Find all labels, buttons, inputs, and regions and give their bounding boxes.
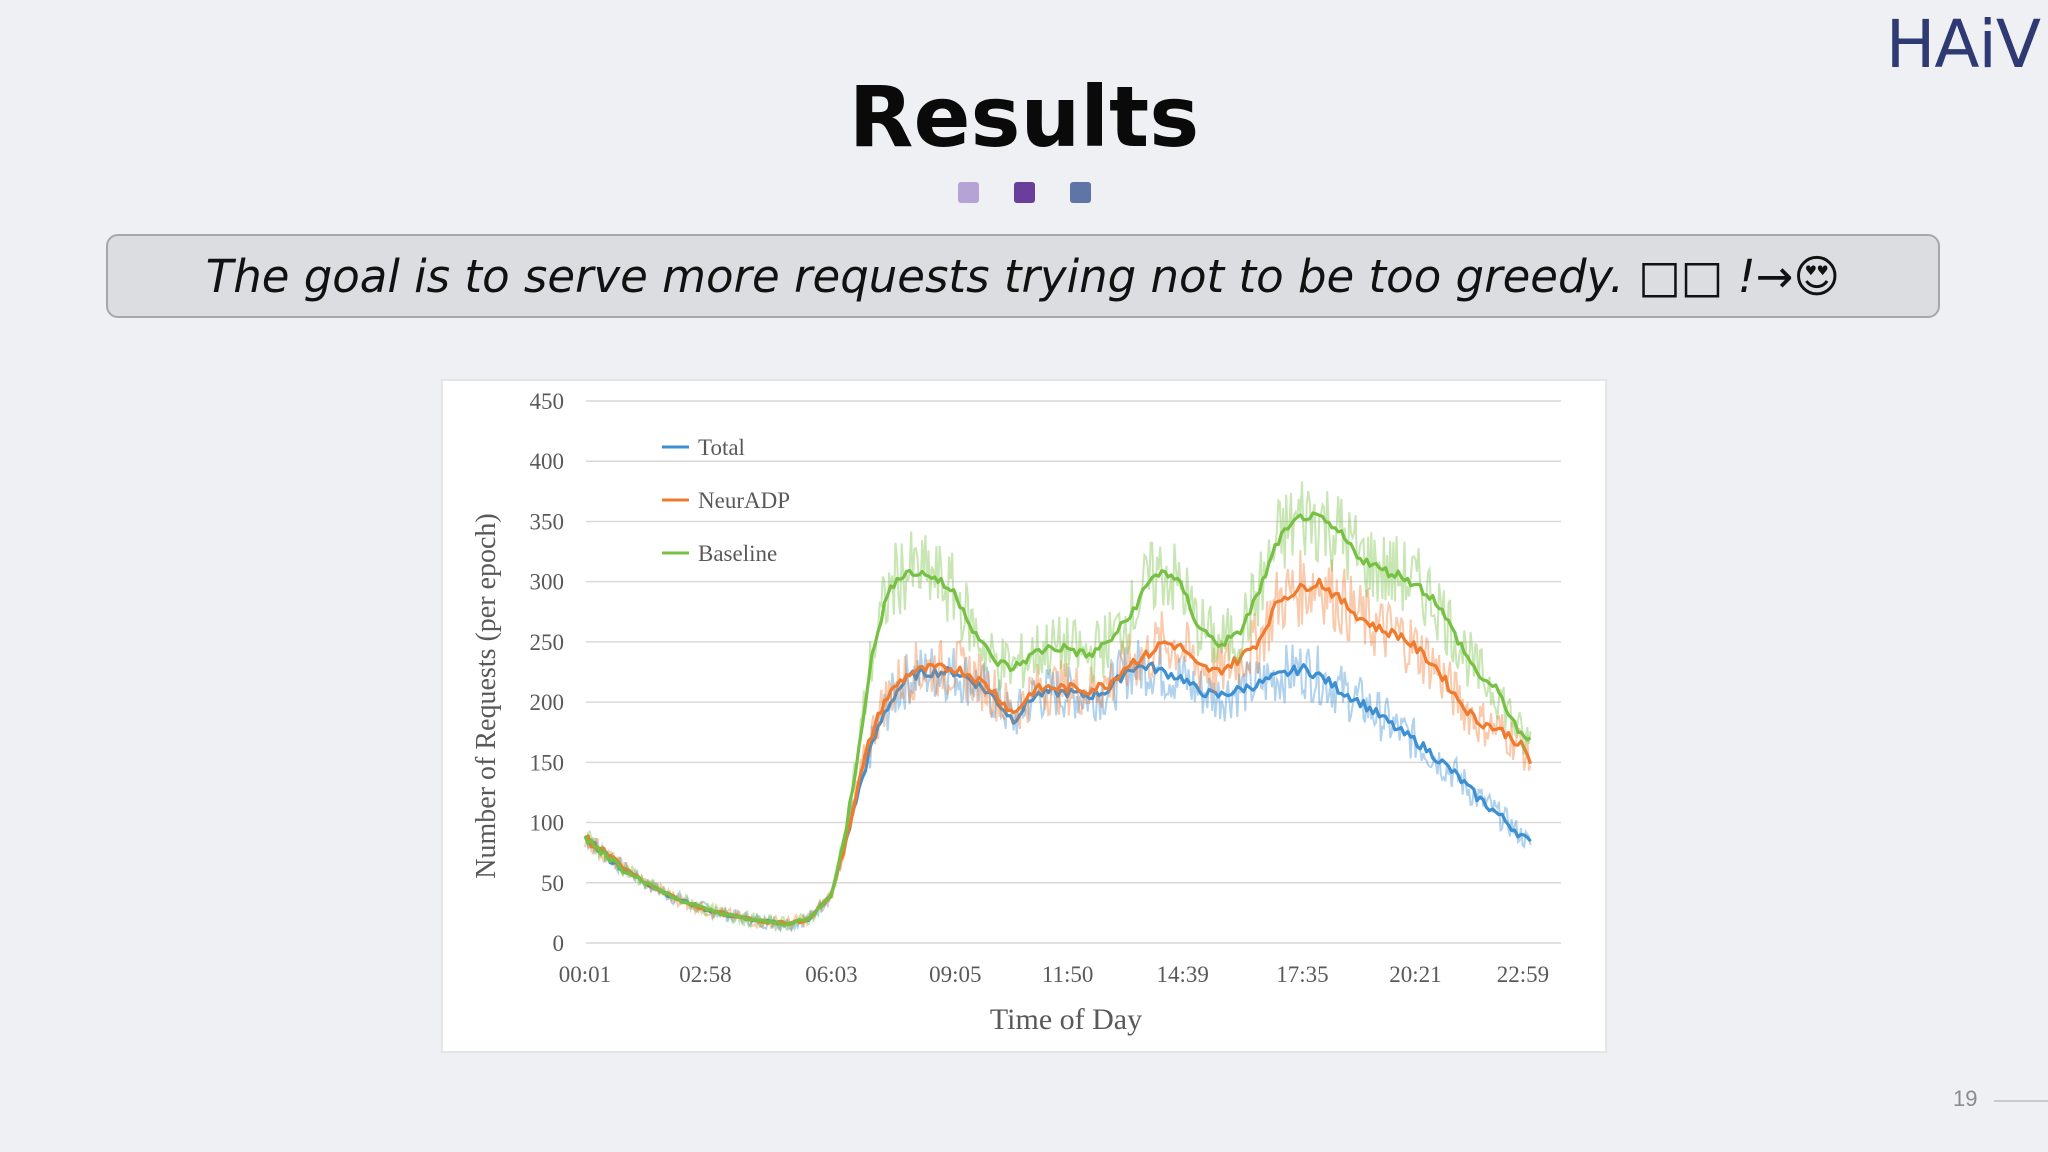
- requests-chart: 0 50 100 150 200 250 300 350 400 450 00:01 02:58 06:…: [443, 381, 1605, 1051]
- y-tick-label: 250: [530, 630, 565, 655]
- accent-dot-3: [1070, 182, 1091, 203]
- accent-dot-1: [958, 182, 979, 203]
- y-axis-label: Number of Requests (per epoch): [471, 513, 502, 878]
- legend-label: Baseline: [698, 541, 777, 566]
- x-tick-label: 22:59: [1497, 962, 1549, 987]
- x-tick-label: 14:39: [1156, 962, 1208, 987]
- series-noise-neuradp: [584, 550, 1532, 933]
- chart-svg: 0 50 100 150 200 250 300 350 400 450 00:01 02:58 06:…: [471, 389, 1561, 1036]
- series-line-baseline: [583, 511, 1532, 927]
- brand-logo: HAiV: [1885, 6, 2041, 83]
- y-tick-label: 100: [530, 811, 565, 836]
- accent-dot-2: [1014, 182, 1035, 203]
- goal-banner: The goal is to serve more requests tryin…: [106, 234, 1940, 318]
- x-tick-label: 17:35: [1276, 962, 1328, 987]
- series-noise-baseline: [584, 481, 1532, 932]
- y-tick-label: 350: [530, 509, 565, 534]
- y-tick-label: 200: [530, 690, 565, 715]
- x-tick-label: 02:58: [679, 962, 731, 987]
- y-tick-label: 450: [530, 389, 565, 414]
- x-tick-label: 00:01: [559, 962, 611, 987]
- accent-dots: [958, 182, 1091, 203]
- y-tick-label: 150: [530, 750, 565, 775]
- series-noise-total: [584, 640, 1532, 933]
- x-tick-label: 06:03: [805, 962, 857, 987]
- x-tick-label: 09:05: [929, 962, 981, 987]
- y-tick-label: 400: [530, 449, 565, 474]
- x-tick-label: 20:21: [1389, 962, 1441, 987]
- x-tick-label: 11:50: [1042, 962, 1094, 987]
- page-number-rule: [1994, 1100, 2048, 1102]
- x-axis-label: Time of Day: [990, 1003, 1142, 1036]
- page-title: Results: [848, 68, 1200, 166]
- goal-banner-text: The goal is to serve more requests tryin…: [205, 249, 1841, 303]
- y-tick-label: 50: [541, 871, 564, 896]
- page-number: 19: [1953, 1086, 1978, 1111]
- legend-label: NeurADP: [698, 488, 790, 513]
- y-tick-label: 300: [530, 570, 565, 595]
- legend-label: Total: [698, 435, 745, 460]
- y-tick-label: 0: [553, 931, 565, 956]
